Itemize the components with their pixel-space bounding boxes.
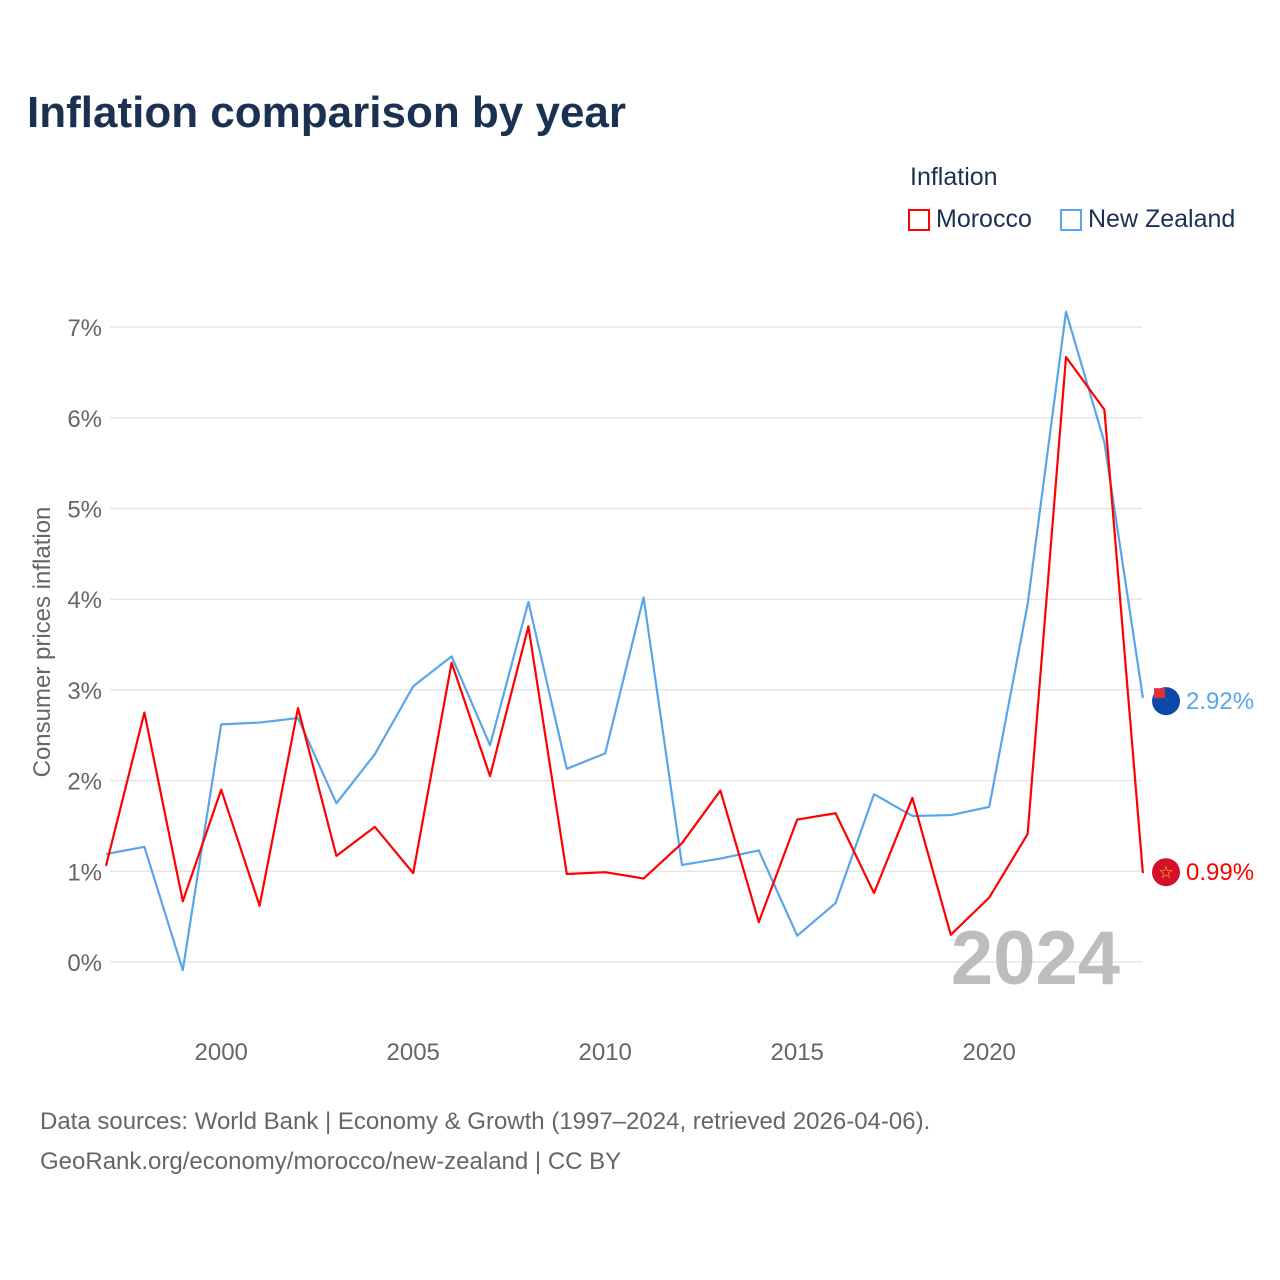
- y-tick-label: 5%: [67, 497, 102, 524]
- y-tick-label: 2%: [67, 769, 102, 796]
- legend-label: New Zealand: [1088, 205, 1236, 233]
- x-tick-label: 2005: [387, 1039, 440, 1066]
- footer-source: Data sources: World Bank | Economy & Gro…: [40, 1108, 931, 1135]
- year-watermark: 2024: [951, 916, 1120, 1001]
- legend-swatch: [908, 208, 930, 231]
- legend-item-new-zealand[interactable]: New Zealand: [1060, 205, 1235, 234]
- chart-title: Inflation comparison by year: [27, 88, 627, 137]
- y-tick-label: 3%: [67, 678, 102, 705]
- legend-label: Morocco: [936, 205, 1032, 233]
- x-tick-label: 2000: [195, 1039, 248, 1066]
- x-tick-label: 2020: [963, 1039, 1016, 1066]
- footer-link[interactable]: GeoRank.org/economy/morocco/new-zealand …: [40, 1148, 622, 1175]
- y-tick-label: 1%: [67, 859, 102, 886]
- legend-swatch: [1060, 208, 1082, 231]
- morocco-flag-icon: [1152, 858, 1180, 887]
- end-value-label: 2.92%: [1186, 688, 1254, 715]
- star-icon: ☆: [1158, 863, 1173, 882]
- legend-title: Inflation: [910, 163, 998, 191]
- y-tick-label: 7%: [67, 315, 102, 342]
- x-tick-label: 2010: [579, 1039, 632, 1066]
- legend-item-morocco[interactable]: Morocco: [908, 205, 1032, 234]
- series-line-morocco: [104, 355, 1144, 936]
- x-tick-label: 2015: [771, 1039, 824, 1066]
- y-tick-label: 4%: [67, 587, 102, 614]
- end-value-label: 0.99%: [1186, 859, 1254, 886]
- y-tick-label: 0%: [67, 950, 102, 977]
- y-axis-label: Consumer prices inflation: [29, 507, 56, 778]
- y-tick-label: 6%: [67, 406, 102, 433]
- series-line-new-zealand: [105, 310, 1144, 972]
- union-jack-icon: [1154, 688, 1165, 699]
